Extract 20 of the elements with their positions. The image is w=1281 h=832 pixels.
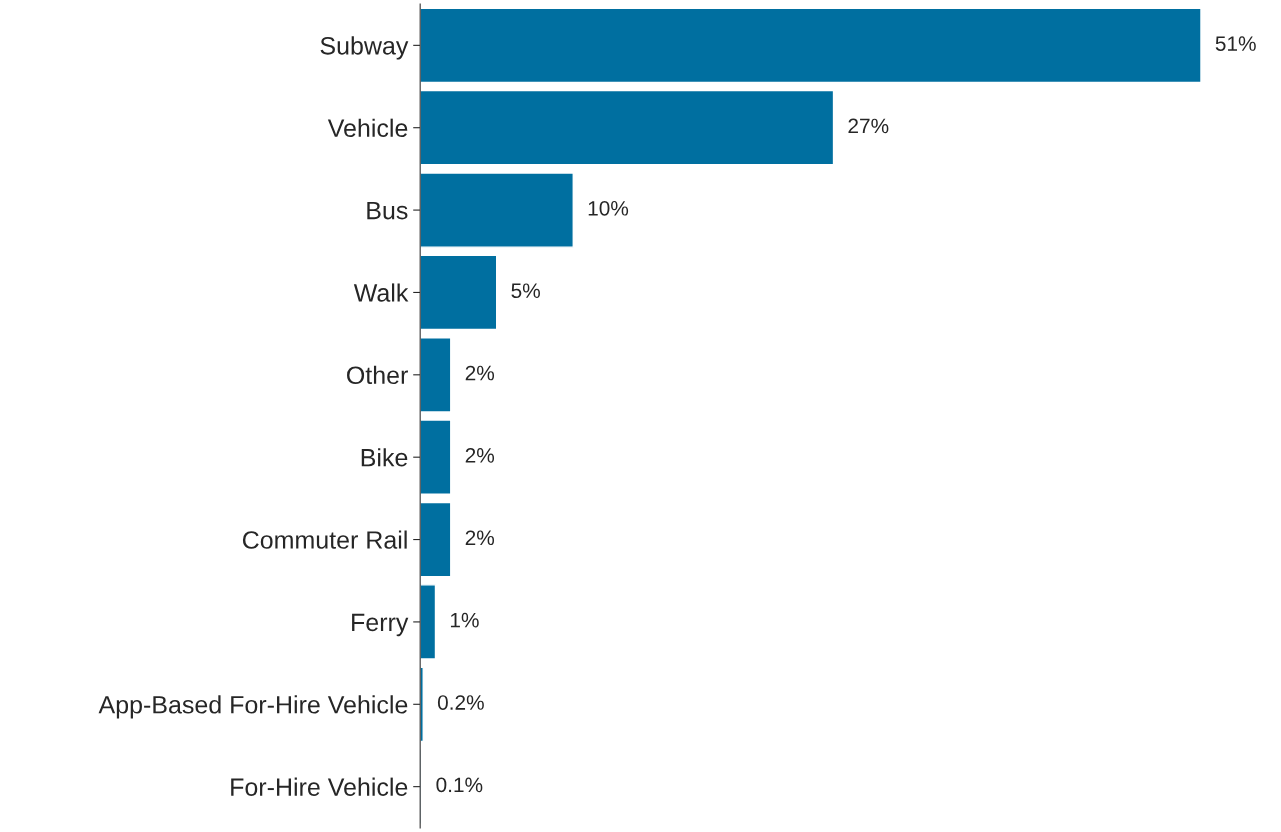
y-tick-label: Walk — [353, 283, 409, 302]
y-tick-label: For-Hire Vehicle — [231, 777, 408, 796]
data-label: 2% — [465, 365, 495, 381]
y-tick-label: Subway — [320, 36, 409, 60]
data-label: 0.2% — [437, 695, 484, 710]
data-label: 2% — [465, 530, 495, 546]
data-label: 0.1% — [436, 777, 483, 793]
y-tick-label: App-Based For-Hire Vehicle — [98, 695, 408, 719]
y-tick-label: Bike — [361, 448, 408, 467]
data-label: 2% — [465, 448, 495, 463]
y-tick-label: Other — [347, 365, 408, 385]
data-label: 5% — [511, 283, 540, 299]
y-tick-label: Vehicle — [327, 118, 408, 138]
y-tick-label: Ferry — [352, 613, 409, 637]
data-label: 1% — [450, 612, 479, 628]
y-tick-label: Bus — [367, 201, 408, 220]
data-label: 10% — [588, 200, 629, 216]
data-label: 27% — [848, 118, 889, 134]
y-tick-label: Commuter Rail — [242, 530, 407, 549]
data-label: 51% — [1215, 36, 1256, 51]
